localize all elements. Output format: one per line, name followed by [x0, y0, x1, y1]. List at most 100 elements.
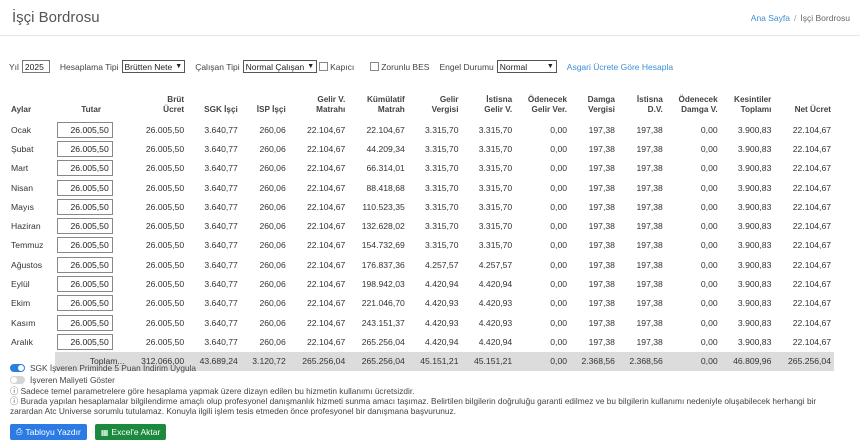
cell-month: Ekim — [11, 298, 31, 309]
col-net-wage: Net Ücret — [794, 105, 831, 114]
print-table-button[interactable]: ⎙ Tabloyu Yazdır — [10, 424, 87, 440]
cell-payable-income-tax: 0,00 — [550, 279, 568, 290]
toggle-knob — [18, 364, 24, 371]
amount-input[interactable] — [56, 256, 113, 273]
export-excel-label: Excel'e Aktar — [111, 427, 161, 437]
amount-input[interactable] — [56, 218, 113, 235]
employee-type-select[interactable]: Normal Çalışan ▼ — [242, 60, 318, 73]
col-isp: İSP İşçi — [256, 105, 286, 114]
cell-stamp-tax-exemption: 197,38 — [636, 279, 663, 290]
breadcrumb: Ana Sayfa / İşçi Bordrosu — [751, 13, 850, 23]
payroll-table: Aylar Tutar Brüt Ücret SGK İşçi İSP İşçi … — [8, 88, 834, 371]
page-header: İşçi Bordrosu Ana Sayfa / İşçi Bordrosu — [0, 0, 860, 36]
export-excel-button[interactable]: ▦ Excel'e Aktar — [94, 424, 167, 440]
table-row: Nisan 26.005,50 3.640,77 260,06 22.104,67 88.… — [8, 178, 834, 197]
calc-type-control: Hesaplama Tipi Brütten Nete ▼ — [59, 60, 186, 73]
cell-amount — [55, 236, 128, 255]
cell-amount — [55, 294, 128, 313]
cell-income-tax: 4.420,93 — [425, 317, 459, 328]
disability-label: Engel Durumu — [439, 61, 494, 72]
cell-sgk: 3.640,77 — [204, 182, 238, 193]
cell-amount — [55, 120, 128, 139]
cell-sgk: 3.640,77 — [204, 259, 238, 270]
cell-tax-base: 22.104,67 — [307, 182, 346, 193]
cell-net-wage: 22.104,67 — [792, 317, 831, 328]
cell-isp: 260,06 — [259, 182, 286, 193]
amount-input[interactable] — [56, 295, 113, 312]
cell-tax-base: 22.104,67 — [307, 201, 346, 212]
cell-gross: 26.005,50 — [145, 182, 185, 193]
table-row: Kasım 26.005,50 3.640,77 260,06 22.104,67 243… — [8, 313, 834, 332]
total-isp: 3.120,72 — [240, 351, 289, 371]
print-icon: ⎙ — [16, 427, 23, 436]
min-wage-link[interactable]: Asgari Ücrete Göre Hesapla — [566, 61, 674, 72]
total-stamp-tax-exemption: 2.368,56 — [617, 351, 666, 371]
amount-input[interactable] — [56, 121, 113, 138]
total-sgk: 43.689,24 — [187, 351, 241, 371]
cell-payable-stamp-tax: 0,00 — [700, 124, 718, 135]
bes-checkbox[interactable] — [370, 62, 380, 71]
total-stamp-tax: 2.368,56 — [570, 351, 618, 371]
col-gross-line2: Ücret — [163, 105, 185, 114]
cell-payable-stamp-tax: 0,00 — [700, 317, 718, 328]
kapici-checkbox[interactable] — [319, 62, 329, 71]
cell-sgk: 3.640,77 — [204, 317, 238, 328]
cell-amount — [55, 313, 128, 332]
amount-input[interactable] — [56, 333, 113, 350]
cell-tax-base: 22.104,67 — [307, 259, 346, 270]
cell-payable-income-tax: 0,00 — [550, 240, 568, 251]
col-payable-stamp-tax-line1: Ödenecek — [678, 95, 718, 104]
breadcrumb-home-link[interactable]: Ana Sayfa — [750, 12, 791, 23]
col-stamp-tax-exemption-line1: İstisna — [636, 95, 663, 104]
cell-gross: 26.005,50 — [145, 259, 185, 270]
cell-total-deductions: 3.900,83 — [737, 279, 772, 290]
amount-input[interactable] — [56, 140, 113, 157]
cell-gross: 26.005,50 — [145, 221, 185, 232]
cell-cumulative-base: 176.837,36 — [361, 259, 405, 270]
cell-isp: 260,06 — [259, 221, 286, 232]
sgk-discount-toggle[interactable] — [10, 363, 25, 372]
cell-stamp-tax: 197,38 — [588, 240, 615, 251]
table-row: Mayıs 26.005,50 3.640,77 260,06 22.104,67 110… — [8, 197, 834, 216]
cell-month: Aralık — [11, 336, 33, 347]
cell-isp: 260,06 — [259, 240, 286, 251]
amount-input[interactable] — [56, 160, 113, 177]
cell-cumulative-base: 221.046,70 — [361, 298, 405, 309]
cell-total-deductions: 3.900,83 — [737, 143, 772, 154]
disability-select[interactable]: Normal ▼ — [496, 60, 557, 73]
col-cumulative-base-line1: Kümülatif — [367, 95, 405, 104]
table-header-row: Aylar Tutar Brüt Ücret SGK İşçi İSP İşçi … — [8, 88, 834, 120]
cell-stamp-tax: 197,38 — [588, 336, 615, 347]
calc-type-select[interactable]: Brütten Nete ▼ — [121, 60, 186, 73]
cell-payable-stamp-tax: 0,00 — [700, 221, 718, 232]
cell-sgk: 3.640,77 — [204, 221, 238, 232]
cell-payable-stamp-tax: 0,00 — [700, 240, 718, 251]
col-months: Aylar — [11, 105, 32, 114]
calc-type-label: Hesaplama Tipi — [59, 61, 119, 72]
col-tax-base-line2: Matrahı — [316, 105, 346, 114]
cell-payable-income-tax: 0,00 — [550, 317, 568, 328]
cell-income-tax-exemption: 3.315,70 — [478, 163, 513, 174]
employer-cost-toggle[interactable] — [10, 375, 25, 384]
cell-total-deductions: 3.900,83 — [737, 163, 772, 174]
cell-payable-income-tax: 0,00 — [550, 336, 568, 347]
year-control: Yıl — [9, 60, 50, 73]
cell-net-wage: 22.104,67 — [792, 221, 831, 232]
cell-income-tax-exemption: 4.257,57 — [478, 259, 513, 270]
col-total-deductions: Kesintiler Toplamı — [721, 88, 775, 120]
cell-stamp-tax: 197,38 — [588, 279, 615, 290]
cell-stamp-tax: 197,38 — [588, 143, 615, 154]
amount-input[interactable] — [56, 276, 113, 293]
cell-gross: 26.005,50 — [145, 163, 185, 174]
cell-month: Nisan — [11, 182, 33, 193]
employee-type-label: Çalışan Tipi — [195, 61, 240, 72]
cell-total-deductions: 3.900,83 — [737, 317, 772, 328]
year-input[interactable] — [21, 60, 50, 73]
chevron-down-icon: ▼ — [175, 63, 183, 70]
amount-input[interactable] — [56, 237, 113, 254]
employee-type-control: Çalışan Tipi Normal Çalışan ▼ Kapıcı — [195, 60, 354, 73]
amount-input[interactable] — [56, 314, 113, 331]
amount-input[interactable] — [56, 179, 113, 196]
cell-payable-income-tax: 0,00 — [550, 201, 568, 212]
amount-input[interactable] — [56, 198, 113, 215]
